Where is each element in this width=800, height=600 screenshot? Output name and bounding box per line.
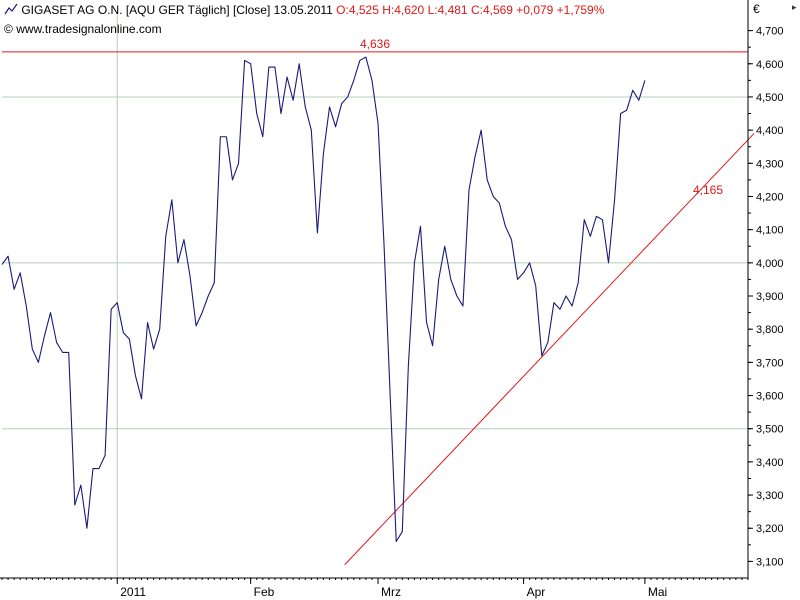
source-credit: © www.tradesignalonline.com <box>4 22 162 36</box>
chart-title: GIGASET AG O.N. [AQU GER Täglich] [Close… <box>4 2 604 18</box>
x-tick-label: Mai <box>648 585 667 599</box>
y-tick-label: 4,700 <box>756 26 784 38</box>
y-tick-label: 3,700 <box>756 357 784 369</box>
y-tick-label: 3,300 <box>756 490 784 502</box>
series-layer <box>1 56 646 543</box>
x-tick-label: Apr <box>527 585 546 599</box>
currency-unit: € <box>753 2 760 16</box>
x-tick-label: 2011 <box>120 585 146 599</box>
y-tick-label: 3,400 <box>756 457 784 469</box>
price-series-line <box>1 56 646 543</box>
y-tick-label: 3,100 <box>756 556 784 568</box>
y-tick-label: 4,000 <box>756 258 784 270</box>
grid-lines <box>2 14 748 578</box>
y-tick-label: 4,100 <box>756 225 784 237</box>
y-tick-label: 3,600 <box>756 391 784 403</box>
x-tick-label: Feb <box>254 585 275 599</box>
source-url: www.tradesignalonline.com <box>16 22 162 36</box>
support-trendline <box>344 133 755 566</box>
x-tick-label: Mrz <box>381 585 401 599</box>
copyright-icon: © <box>4 22 13 36</box>
y-tick-label: 4,200 <box>756 191 784 203</box>
y-tick-label: 3,900 <box>756 291 784 303</box>
y-tick-label: 4,400 <box>756 125 784 137</box>
chart-line-icon <box>4 3 18 15</box>
y-tick-label: 4,600 <box>756 59 784 71</box>
y-tick-label: 4,500 <box>756 92 784 104</box>
axes: 3,100 3,200 3,300 3,400 3,500 3,600 3,700 3,800… <box>0 0 784 599</box>
trendline-label: 4,165 <box>693 183 723 197</box>
resistance-label: 4,636 <box>360 37 390 51</box>
y-tick-label: 3,500 <box>756 424 784 436</box>
y-tick-label: 4,300 <box>756 158 784 170</box>
ohlc-label: O:4,525 H:4,620 L:4,481 C:4,569 +0,079 +… <box>336 3 605 17</box>
y-tick-label: 3,800 <box>756 324 784 336</box>
y-tick-label: 3,200 <box>756 523 784 535</box>
date-label: 13.05.2011 <box>273 3 333 17</box>
corner-marker-icon: ▸ <box>792 2 797 12</box>
annotations: 4,636 4,165 <box>2 37 755 566</box>
symbol-label: GIGASET AG O.N. [AQU GER Täglich] [Close… <box>21 3 271 17</box>
